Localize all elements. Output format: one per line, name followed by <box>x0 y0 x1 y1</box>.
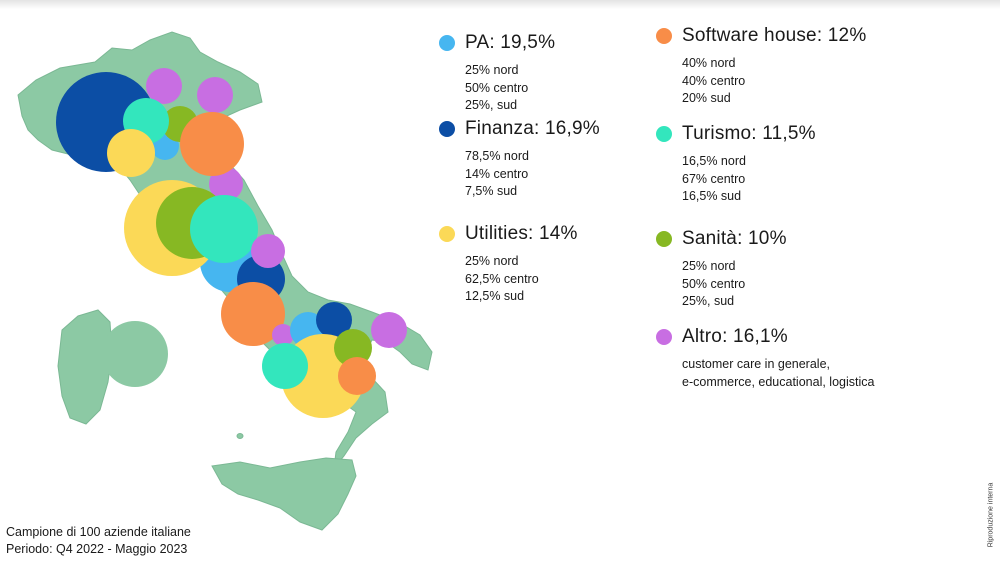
legend-dot-altro <box>656 329 672 345</box>
legend-detail-line: e-commerce, educational, logistica <box>682 374 875 389</box>
legend-detail-pa: 25% nord 50% centro 25%, sud <box>439 62 555 115</box>
legend-title-utilities: Utilities: 14% <box>465 223 578 244</box>
legend-dot-software <box>656 28 672 44</box>
legend-item-altro: Altro: 16,1% customer care in generale, … <box>656 324 874 391</box>
legend-detail-line: 25%, sud <box>465 98 518 112</box>
caption-period: Periodo: Q4 2022 - Maggio 2023 <box>6 542 188 556</box>
map-caption: Campione di 100 aziende italiane Periodo… <box>6 524 191 558</box>
legend-item-turismo: Turismo: 11,5% 16,5% nord 67% centro 16,… <box>656 121 816 206</box>
side-note: Riproduzione interna <box>985 475 997 555</box>
bubble-altro <box>251 234 285 268</box>
bubbles <box>56 68 407 418</box>
legend-detail-line: 78,5% nord <box>465 149 529 163</box>
legend-dot-utilities <box>439 226 455 242</box>
legend-detail-line: 40% nord <box>682 56 736 70</box>
bubble-altro <box>272 324 294 346</box>
legend-item-pa: PA: 19,5% 25% nord 50% centro 25%, sud <box>439 30 555 115</box>
bubble-software <box>180 112 244 176</box>
legend-dot-pa <box>439 35 455 51</box>
legend-detail-line: 67% centro <box>682 171 746 186</box>
legend-title-pa: PA: 19,5% <box>465 32 556 53</box>
legend-title-turismo: Turismo: 11,5% <box>682 123 816 144</box>
bubble-altro <box>371 312 407 348</box>
caption-sample: Campione di 100 aziende italiane <box>6 525 191 539</box>
legend-dot-turismo <box>656 126 672 142</box>
legend-detail-line: 16,5% sud <box>682 189 742 203</box>
legend-detail-turismo: 16,5% nord 67% centro 16,5% sud <box>656 153 816 206</box>
legend-detail-line: 40% centro <box>682 73 746 88</box>
bubble-altro <box>146 68 182 104</box>
bubble-sanita <box>334 329 372 367</box>
legend-detail-line: 62,5% centro <box>465 271 539 286</box>
legend-title-sanita: Sanità: 10% <box>682 228 787 249</box>
side-note-text: Riproduzione interna <box>987 482 995 548</box>
legend-detail-line: 20% sud <box>682 91 731 105</box>
bubble-finanza <box>316 302 352 338</box>
legend-title-altro: Altro: 16,1% <box>682 326 788 347</box>
legend-detail-software: 40% nord 40% centro 20% sud <box>656 55 866 108</box>
legend-detail-line: 50% centro <box>465 80 529 95</box>
bubble-utilities <box>107 129 155 177</box>
legend-detail-line: 25% nord <box>465 63 519 77</box>
bubble-turismo <box>262 343 308 389</box>
legend-detail-line: 25% nord <box>682 259 736 273</box>
legend-detail-line: 12,5% sud <box>465 289 525 303</box>
bubble-altro <box>197 77 233 113</box>
bubble-software <box>221 282 285 346</box>
top-shadow-bar <box>0 0 1000 9</box>
legend-detail-line: 7,5% sud <box>465 184 518 198</box>
legend-detail-line: 14% centro <box>465 166 529 181</box>
legend-detail-altro: customer care in generale, e-commerce, e… <box>656 356 874 391</box>
legend-item-software: Software house: 12% 40% nord 40% centro … <box>656 23 866 108</box>
legend-detail-line: 16,5% nord <box>682 154 746 168</box>
land-island-dot <box>236 433 244 439</box>
bubble-turismo <box>190 195 258 263</box>
bubble-software <box>338 357 376 395</box>
legend-dot-sanita <box>656 231 672 247</box>
legend-item-sanita: Sanità: 10% 25% nord 50% centro 25%, sud <box>656 226 787 311</box>
land-sicily <box>211 457 357 531</box>
legend-detail-utilities: 25% nord 62,5% centro 12,5% sud <box>439 253 578 306</box>
legend-item-utilities: Utilities: 14% 25% nord 62,5% centro 12,… <box>439 221 578 306</box>
legend-detail-sanita: 25% nord 50% centro 25%, sud <box>656 258 787 311</box>
legend-item-finanza: Finanza: 16,9% 78,5% nord 14% centro 7,5… <box>439 116 600 201</box>
legend-detail-line: 25% nord <box>465 254 519 268</box>
land-sardinia <box>57 309 113 425</box>
legend-detail-line: 25%, sud <box>682 294 735 308</box>
legend-title-software: Software house: 12% <box>682 25 867 46</box>
legend-dot-finanza <box>439 121 455 137</box>
legend-detail-line: customer care in generale, <box>682 357 830 371</box>
bubble-land-sardinia <box>102 321 168 387</box>
legend-title-finanza: Finanza: 16,9% <box>465 118 600 139</box>
legend-detail-finanza: 78,5% nord 14% centro 7,5% sud <box>439 148 600 201</box>
legend-detail-line: 50% centro <box>682 276 746 291</box>
